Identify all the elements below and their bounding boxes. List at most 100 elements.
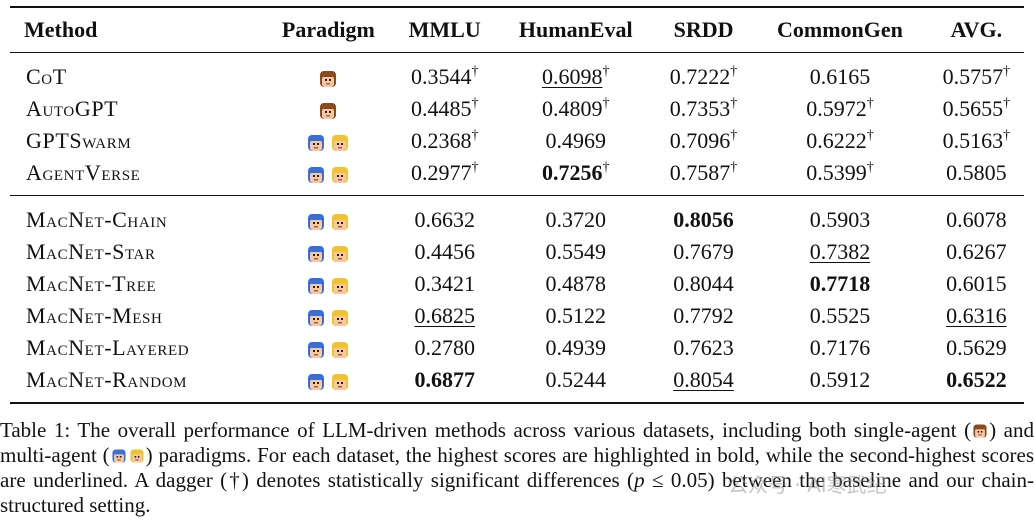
significance-dagger: †: [471, 127, 479, 143]
results-table: Method Paradigm MMLU HumanEval SRDD CommonGen…: [10, 6, 1024, 404]
paradigm-cell: [263, 332, 394, 364]
multi-agent-icon-blue: [305, 132, 327, 154]
score-value: 0.4809: [541, 96, 603, 121]
significance-dagger: †: [471, 95, 479, 111]
score-cell: 0.6877: [394, 364, 496, 403]
score-value: 0.7587: [669, 160, 731, 185]
score-value: 0.6098: [541, 64, 603, 89]
score-value: 0.5525: [809, 303, 871, 328]
score-cell: 0.7096†: [656, 125, 751, 157]
table-body: CoT 0.3544† 0.6098† 0.7222† 0.6165 0.5757† Aut…: [10, 52, 1024, 403]
score-value: 0.7718: [809, 271, 871, 296]
caption-part-4: ≤ 0.05) between the baseline and our cha…: [0, 468, 1034, 517]
score-value: 0.8056: [673, 207, 734, 232]
table-row: MacNet-Random 0.6877 0.5244 0.8054 0.5912 0.6…: [10, 364, 1024, 403]
score-value: 0.8044: [673, 271, 734, 296]
score-value: 0.6165: [809, 64, 871, 89]
score-cell: 0.5399†: [751, 157, 929, 196]
score-value: 0.6632: [414, 207, 475, 232]
caption-part-3: ) paradigms. For each dataset, the highe…: [0, 443, 1034, 492]
score-cell: 0.7353†: [656, 93, 751, 125]
header-row: Method Paradigm MMLU HumanEval SRDD CommonGen…: [10, 7, 1024, 53]
score-cell: 0.6316: [929, 300, 1024, 332]
table-row: MacNet-Chain 0.6632 0.3720 0.8056 0.5903 0.60…: [10, 195, 1024, 237]
score-cell: 0.5244: [496, 364, 656, 403]
score-cell: 0.5525: [751, 300, 929, 332]
score-cell: 0.7792: [656, 300, 751, 332]
score-value: 0.5163: [942, 128, 1004, 153]
table-row: MacNet-Layered 0.2780 0.4939 0.7623 0.7176 0.…: [10, 332, 1024, 364]
multi-agent-icon-blue: [305, 307, 327, 329]
score-value: 0.6877: [414, 367, 475, 392]
significance-dagger: †: [730, 63, 738, 79]
score-cell: 0.7256†: [496, 157, 656, 196]
score-cell: 0.6165: [751, 53, 929, 94]
significance-dagger: †: [1003, 127, 1011, 143]
paradigm-cell: [263, 125, 394, 157]
score-value: 0.4485: [410, 96, 472, 121]
method-name: MacNet-Chain: [26, 207, 168, 232]
score-cell: 0.6522: [929, 364, 1024, 403]
score-cell: 0.3544†: [394, 53, 496, 94]
score-value: 0.6222: [806, 128, 867, 153]
multi-agent-icon-blue: [305, 211, 327, 233]
score-cell: 0.2368†: [394, 125, 496, 157]
score-cell: 0.2780: [394, 332, 496, 364]
method-name: MacNet-Tree: [26, 271, 157, 296]
header-method: Method: [24, 17, 98, 42]
score-value: 0.5629: [946, 335, 1007, 360]
score-value: 0.2368: [410, 128, 472, 153]
significance-dagger: †: [866, 127, 874, 143]
score-value: 0.3421: [414, 271, 475, 296]
significance-dagger: †: [602, 63, 610, 79]
multi-agent-icon-yellow: [329, 164, 351, 186]
table-row: AutoGPT 0.4485† 0.4809† 0.7353† 0.5972† 0.565…: [10, 93, 1024, 125]
score-value: 0.4878: [545, 271, 606, 296]
score-value: 0.7222: [669, 64, 731, 89]
score-value: 0.6522: [946, 367, 1007, 392]
significance-dagger: †: [866, 159, 874, 175]
paradigm-cell: [263, 268, 394, 300]
score-cell: 0.5549: [496, 236, 656, 268]
score-cell: 0.5655†: [929, 93, 1024, 125]
table-row: MacNet-Tree 0.3421 0.4878 0.8044 0.7718 0.601…: [10, 268, 1024, 300]
score-cell: 0.3421: [394, 268, 496, 300]
score-cell: 0.4878: [496, 268, 656, 300]
score-value: 0.2780: [414, 335, 475, 360]
score-value: 0.7096: [669, 128, 731, 153]
score-value: 0.5655: [942, 96, 1004, 121]
score-cell: 0.6222†: [751, 125, 929, 157]
multi-agent-icon-blue: [305, 339, 327, 361]
score-cell: 0.3720: [496, 196, 656, 237]
multi-agent-icon-blue: [110, 446, 128, 464]
significance-dagger: †: [602, 95, 610, 111]
score-cell: 0.7587†: [656, 157, 751, 196]
multi-agent-icon-yellow: [329, 371, 351, 393]
score-value: 0.2977: [410, 160, 472, 185]
single-agent-icon: [317, 100, 339, 122]
multi-agent-icon-blue: [305, 275, 327, 297]
significance-dagger: †: [602, 159, 610, 175]
score-cell: 0.2977†: [394, 157, 496, 196]
score-cell: 0.8044: [656, 268, 751, 300]
score-cell: 0.6078: [929, 196, 1024, 237]
score-cell: 0.5903: [751, 196, 929, 237]
paradigm-cell: [263, 53, 394, 94]
paradigm-cell: [263, 236, 394, 268]
score-cell: 0.5805: [929, 157, 1024, 196]
score-cell: 0.8054: [656, 364, 751, 403]
score-cell: 0.6098†: [496, 53, 656, 94]
score-value: 0.6015: [946, 271, 1007, 296]
score-value: 0.5244: [545, 367, 606, 392]
multi-agent-icon-yellow: [329, 339, 351, 361]
score-cell: 0.5122: [496, 300, 656, 332]
significance-dagger: †: [471, 159, 479, 175]
score-cell: 0.6632: [394, 196, 496, 237]
score-value: 0.5399: [806, 160, 867, 185]
score-cell: 0.4939: [496, 332, 656, 364]
score-value: 0.6078: [946, 207, 1007, 232]
table-row: MacNet-Star 0.4456 0.5549 0.7679 0.7382 0.626…: [10, 236, 1024, 268]
score-value: 0.5549: [545, 239, 606, 264]
score-cell: 0.6825: [394, 300, 496, 332]
score-cell: 0.8056: [656, 196, 751, 237]
